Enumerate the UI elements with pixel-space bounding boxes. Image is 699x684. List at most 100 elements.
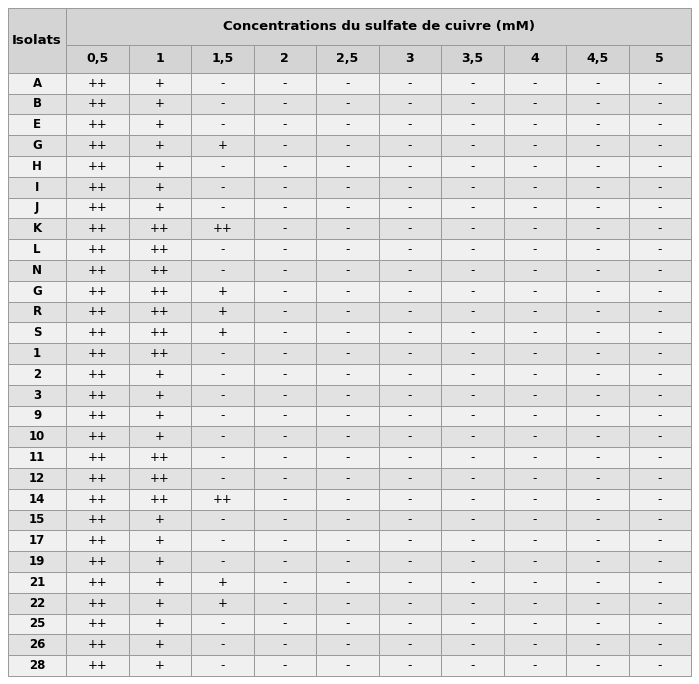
- Text: ++: ++: [87, 285, 107, 298]
- Text: +: +: [155, 576, 165, 589]
- Text: +: +: [155, 389, 165, 402]
- Text: -: -: [533, 534, 537, 547]
- Text: ++: ++: [150, 326, 170, 339]
- Text: -: -: [533, 118, 537, 131]
- Bar: [191, 94, 254, 114]
- Bar: [316, 260, 379, 281]
- Bar: [441, 364, 503, 385]
- Text: 5: 5: [656, 52, 664, 65]
- Text: -: -: [220, 243, 224, 256]
- Bar: [254, 426, 316, 447]
- Bar: [254, 135, 316, 156]
- Text: -: -: [658, 306, 662, 319]
- Text: -: -: [533, 264, 537, 277]
- Text: 3,5: 3,5: [461, 52, 483, 65]
- Bar: [8, 447, 66, 468]
- Text: -: -: [595, 638, 600, 651]
- Text: -: -: [595, 472, 600, 485]
- Text: -: -: [470, 118, 475, 131]
- Text: ++: ++: [87, 472, 107, 485]
- Bar: [129, 593, 191, 614]
- Bar: [8, 198, 66, 218]
- Bar: [503, 260, 566, 281]
- Bar: [441, 239, 503, 260]
- Bar: [8, 135, 66, 156]
- Bar: [441, 447, 503, 468]
- Bar: [316, 406, 379, 426]
- Text: -: -: [282, 555, 287, 568]
- Bar: [129, 530, 191, 551]
- Text: +: +: [155, 368, 165, 381]
- Text: ++: ++: [87, 451, 107, 464]
- Bar: [628, 322, 691, 343]
- Text: -: -: [282, 222, 287, 235]
- Text: -: -: [408, 451, 412, 464]
- Bar: [441, 94, 503, 114]
- Bar: [503, 468, 566, 489]
- Bar: [191, 572, 254, 593]
- Bar: [8, 364, 66, 385]
- Text: -: -: [408, 98, 412, 111]
- Text: -: -: [345, 347, 350, 360]
- Bar: [379, 572, 441, 593]
- Bar: [379, 385, 441, 406]
- Bar: [191, 468, 254, 489]
- Text: -: -: [533, 451, 537, 464]
- Text: +: +: [155, 160, 165, 173]
- Bar: [129, 406, 191, 426]
- Bar: [8, 510, 66, 530]
- Bar: [8, 343, 66, 364]
- Bar: [8, 73, 66, 94]
- Text: I: I: [35, 181, 39, 194]
- Text: -: -: [408, 326, 412, 339]
- Text: -: -: [470, 451, 475, 464]
- Text: -: -: [658, 368, 662, 381]
- Bar: [316, 385, 379, 406]
- Text: -: -: [408, 347, 412, 360]
- Bar: [503, 114, 566, 135]
- Bar: [129, 634, 191, 655]
- Text: +: +: [155, 139, 165, 152]
- Text: +: +: [155, 534, 165, 547]
- Text: -: -: [658, 264, 662, 277]
- Text: -: -: [595, 492, 600, 505]
- Bar: [129, 655, 191, 676]
- Bar: [66, 468, 129, 489]
- Text: H: H: [32, 160, 42, 173]
- Bar: [66, 551, 129, 572]
- Bar: [66, 73, 129, 94]
- Text: -: -: [345, 77, 350, 90]
- Bar: [566, 593, 628, 614]
- Bar: [566, 302, 628, 322]
- Text: 1: 1: [33, 347, 41, 360]
- Bar: [254, 302, 316, 322]
- Text: -: -: [533, 139, 537, 152]
- Text: -: -: [282, 160, 287, 173]
- Text: -: -: [220, 160, 224, 173]
- Text: -: -: [658, 659, 662, 672]
- Text: -: -: [345, 139, 350, 152]
- Text: L: L: [34, 243, 41, 256]
- Text: -: -: [345, 618, 350, 631]
- Text: -: -: [345, 243, 350, 256]
- Text: -: -: [595, 596, 600, 609]
- Bar: [441, 634, 503, 655]
- Text: -: -: [595, 430, 600, 443]
- Text: -: -: [408, 514, 412, 527]
- Bar: [566, 156, 628, 176]
- Bar: [566, 218, 628, 239]
- Bar: [191, 343, 254, 364]
- Bar: [566, 198, 628, 218]
- Text: -: -: [282, 306, 287, 319]
- Text: -: -: [470, 534, 475, 547]
- Bar: [628, 406, 691, 426]
- Bar: [254, 510, 316, 530]
- Bar: [8, 634, 66, 655]
- Text: ++: ++: [87, 139, 107, 152]
- Bar: [66, 94, 129, 114]
- Text: ++: ++: [150, 222, 170, 235]
- Bar: [503, 530, 566, 551]
- Text: -: -: [220, 472, 224, 485]
- Text: ++: ++: [212, 222, 232, 235]
- Bar: [129, 260, 191, 281]
